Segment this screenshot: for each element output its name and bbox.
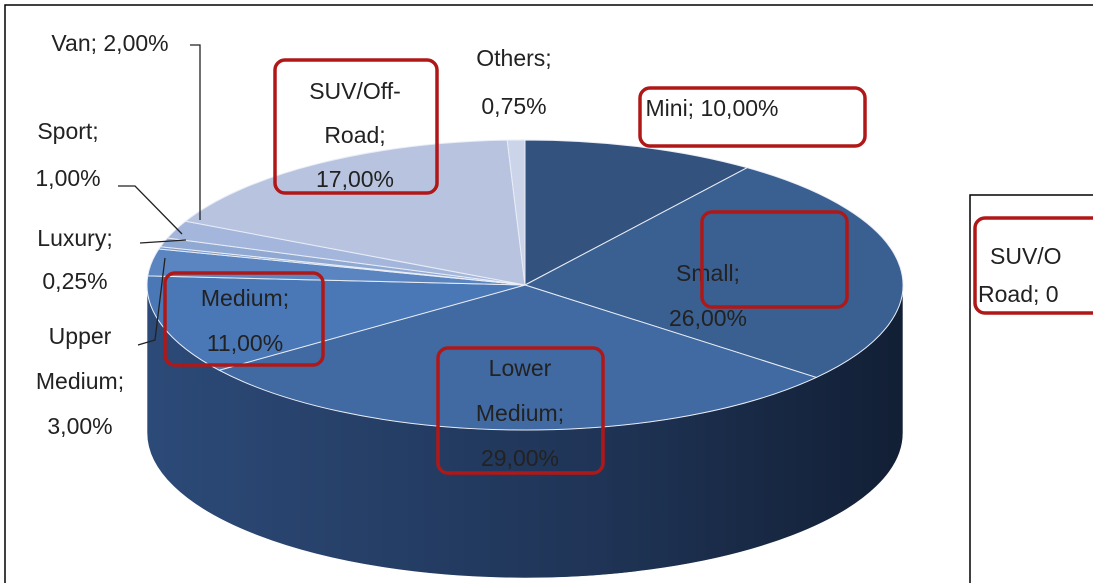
side-chart-frame [969, 194, 1093, 583]
highlight-box [436, 346, 605, 475]
data-label: Mini; 10,00% [646, 95, 779, 121]
data-label: Medium; [36, 368, 124, 394]
pie-slice [506, 139, 526, 286]
data-label: SUV/Off- [309, 78, 401, 104]
data-label: Van; 2,00% [51, 30, 168, 56]
data-label: 17,00% [316, 166, 394, 192]
leader-line [118, 185, 183, 235]
highlight-box [973, 216, 1093, 315]
data-label: 11,00% [207, 330, 283, 356]
data-label: Others; [476, 45, 551, 71]
pie-slice [217, 284, 818, 431]
data-label: Road; [324, 122, 385, 148]
pie-slice [146, 275, 526, 371]
data-label: Upper [49, 323, 112, 349]
highlight-box [273, 58, 439, 195]
data-label: Medium; [476, 400, 564, 426]
data-label: Small; [676, 260, 740, 286]
data-label: 0,25% [42, 268, 107, 294]
leader-line [139, 239, 187, 244]
data-label: 1,00% [35, 165, 100, 191]
leader-line [190, 44, 201, 220]
side-chart-label: Road; 0 [978, 281, 1059, 307]
highlight-box [163, 271, 325, 367]
data-label: Sport; [37, 118, 98, 144]
data-label: 0,75% [481, 93, 546, 119]
data-label: Lower [489, 355, 552, 381]
chart-frame [4, 4, 1093, 583]
data-label: Luxury; [37, 225, 112, 251]
pie-slice [524, 139, 749, 286]
data-label: 3,00% [47, 413, 112, 439]
labels: Mini; 10,00% Small; 26,00% Lower Medium; 29,0… [35, 30, 1061, 471]
highlight-box [638, 86, 867, 148]
side-chart-label: SUV/O [990, 243, 1062, 269]
pie-slice [184, 139, 526, 286]
pie [146, 139, 904, 579]
leader-line [137, 257, 166, 346]
data-label: Medium; [201, 285, 289, 311]
pie-slice [523, 167, 904, 378]
highlight-box [700, 210, 849, 309]
data-label: 29,00% [481, 445, 559, 471]
data-label: 26,00% [669, 305, 747, 331]
